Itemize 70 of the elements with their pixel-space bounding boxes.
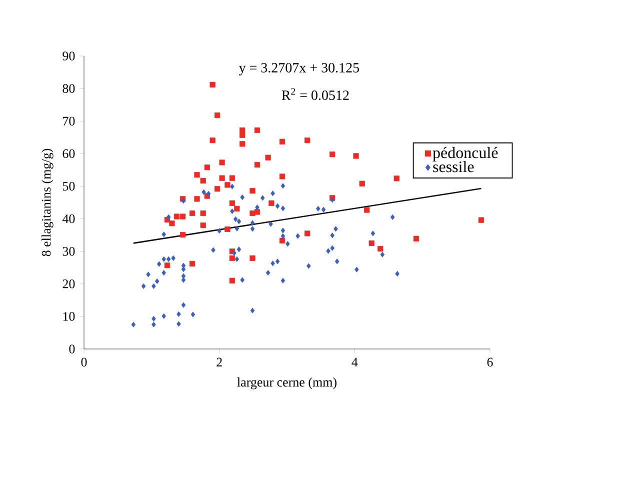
point <box>204 164 210 170</box>
y-tick-label: 0 <box>69 344 75 354</box>
point <box>234 206 240 212</box>
point <box>250 188 256 194</box>
point <box>254 209 260 215</box>
point <box>378 246 384 252</box>
point <box>164 262 170 268</box>
point <box>394 176 400 182</box>
point <box>359 180 365 186</box>
legend-label: pédonculé <box>432 146 498 162</box>
point <box>169 220 175 226</box>
point <box>478 217 484 223</box>
point <box>279 238 286 244</box>
x-tick-label: 6 <box>487 358 493 367</box>
point <box>330 152 336 158</box>
point <box>254 127 260 134</box>
point <box>189 210 196 216</box>
annotation: y = 3.2707x + 30.125 <box>238 63 360 76</box>
y-tick-label: 40 <box>62 214 75 224</box>
point <box>214 186 220 192</box>
point <box>189 260 196 266</box>
y-tick-label: 70 <box>63 116 75 126</box>
point <box>364 207 370 213</box>
point <box>200 210 206 216</box>
y-tick-label: 10 <box>63 312 75 321</box>
point <box>224 226 230 232</box>
point <box>279 174 286 180</box>
point <box>229 255 235 261</box>
point <box>250 210 256 216</box>
point <box>180 232 186 238</box>
y-tick-label: 30 <box>62 246 75 256</box>
point <box>229 175 235 181</box>
point <box>219 160 225 166</box>
point <box>194 172 200 178</box>
point <box>353 153 359 159</box>
point <box>268 200 274 206</box>
point <box>265 154 271 160</box>
annotation: R$^{2}$ = 0.0512 <box>282 88 349 100</box>
point <box>180 214 186 220</box>
point <box>240 132 246 138</box>
point <box>240 141 246 147</box>
x-tick-label: 4 <box>352 358 358 366</box>
y-tick-label: 60 <box>62 149 75 158</box>
point <box>200 222 206 228</box>
legend-label: sessile <box>433 160 474 172</box>
y-tick-label: 80 <box>62 84 75 93</box>
point <box>229 278 235 284</box>
point <box>279 138 286 144</box>
y-tick-label: 90 <box>62 52 75 60</box>
point <box>210 138 216 144</box>
point <box>250 255 256 261</box>
point <box>304 138 310 144</box>
point <box>219 175 225 181</box>
y-axis-title: 8 ellagitanins (mg/g) <box>42 148 54 256</box>
x-tick-label: 2 <box>216 358 222 366</box>
point <box>224 182 230 188</box>
x-tick-label: 0 <box>81 358 87 367</box>
y-tick-label: 50 <box>62 182 75 191</box>
point <box>254 162 260 168</box>
y-tick-label: 20 <box>62 279 75 288</box>
point <box>229 200 235 206</box>
point <box>214 112 220 118</box>
point <box>368 240 374 246</box>
x-axis-title: largeur cerne (mm) <box>237 377 336 390</box>
point <box>413 236 420 242</box>
point <box>304 230 310 236</box>
point <box>194 196 200 202</box>
point <box>210 82 216 88</box>
point <box>200 178 206 184</box>
point <box>174 214 180 220</box>
